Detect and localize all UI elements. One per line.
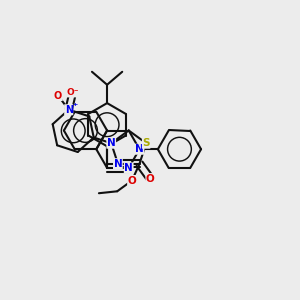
Text: O: O — [54, 91, 62, 100]
Text: S: S — [142, 138, 150, 148]
Text: N: N — [113, 159, 122, 169]
Text: O⁻: O⁻ — [67, 88, 79, 97]
Text: N: N — [124, 163, 133, 173]
Text: N: N — [107, 138, 116, 148]
Text: O: O — [128, 176, 136, 185]
Text: O: O — [146, 174, 155, 184]
Text: N: N — [65, 105, 73, 115]
Text: +: + — [73, 102, 78, 107]
Text: N: N — [135, 144, 144, 154]
